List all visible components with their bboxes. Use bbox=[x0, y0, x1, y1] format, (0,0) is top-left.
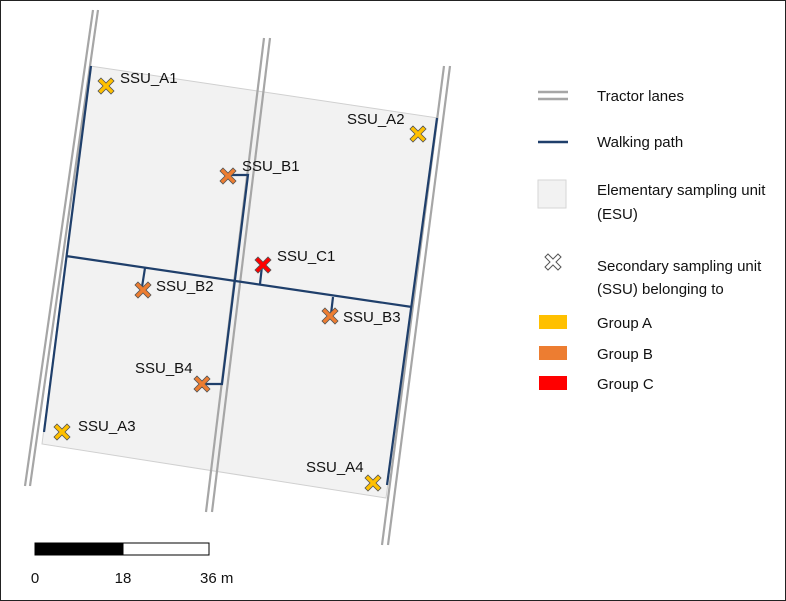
legend-group-b-swatch bbox=[539, 346, 567, 360]
legend-group-b-label: Group B bbox=[597, 346, 653, 363]
ssu-b4-label: SSU_B4 bbox=[135, 360, 193, 377]
legend: Tractor lanes Walking path Elementary sa… bbox=[537, 88, 766, 393]
tractor-lane-left bbox=[23, 9, 100, 487]
walking-path-b2-branch bbox=[140, 267, 147, 288]
scale-bar-tick-0: 0 bbox=[31, 570, 39, 587]
legend-group-a-swatch bbox=[539, 315, 567, 329]
legend-tractor-lanes-label: Tractor lanes bbox=[597, 88, 684, 105]
legend-group-a-label: Group A bbox=[597, 315, 652, 332]
scale-bar-tick-18: 18 bbox=[115, 570, 132, 587]
walking-path-cross bbox=[65, 254, 413, 309]
scale-bar-black-segment bbox=[35, 543, 123, 555]
ssu-a4-label: SSU_A4 bbox=[306, 459, 364, 476]
ssu-b3-label: SSU_B3 bbox=[343, 309, 401, 326]
legend-esu-symbol bbox=[537, 179, 567, 209]
legend-ssu-label-line1: Secondary sampling unit bbox=[597, 258, 762, 275]
legend-tractor-lanes-symbol bbox=[538, 90, 568, 101]
legend-group-c-swatch bbox=[539, 376, 567, 390]
ssu-b1-label: SSU_B1 bbox=[242, 158, 300, 175]
walking-paths bbox=[42, 65, 439, 486]
walking-path-right bbox=[385, 117, 439, 486]
scale-bar-white-segment bbox=[122, 542, 210, 556]
walking-path-b1-b4 bbox=[203, 173, 250, 386]
legend-ssu-label-line2: (SSU) belonging to bbox=[597, 281, 724, 298]
scale-bar-tick-36: 36 m bbox=[200, 570, 233, 587]
legend-walking-path-label: Walking path bbox=[597, 134, 683, 151]
ssu-c1-label: SSU_C1 bbox=[277, 248, 335, 265]
legend-ssu-icon bbox=[544, 253, 562, 271]
ssu-b2-label: SSU_B2 bbox=[156, 278, 214, 295]
scale-bar: 0 18 36 m bbox=[31, 542, 233, 587]
ssu-a2-label: SSU_A2 bbox=[347, 111, 405, 128]
legend-esu-label-line1: Elementary sampling unit bbox=[597, 182, 766, 199]
legend-group-c-label: Group C bbox=[597, 376, 654, 393]
walking-path-left bbox=[42, 65, 93, 433]
ssu-a3-label: SSU_A3 bbox=[78, 418, 136, 435]
legend-esu-label-line2: (ESU) bbox=[597, 206, 638, 223]
ssu-a1-label: SSU_A1 bbox=[120, 70, 178, 87]
